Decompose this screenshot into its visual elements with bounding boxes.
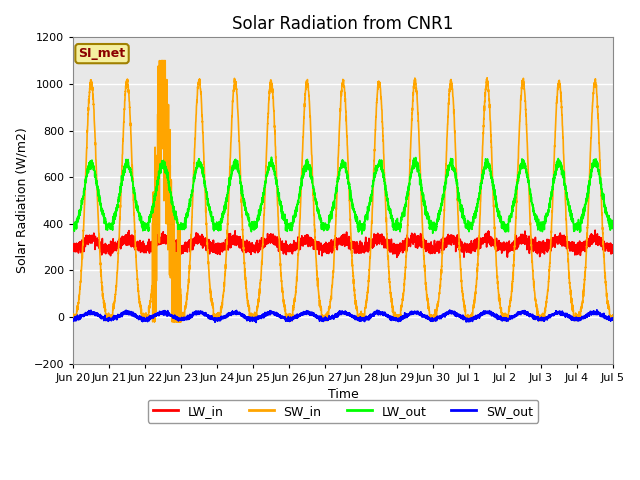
SW_out <box>435 315 442 321</box>
SW_out <box>495 315 502 321</box>
SW_in <box>435 299 442 304</box>
SW_out <box>464 316 472 322</box>
LW_in <box>435 241 442 247</box>
LW_out <box>323 226 331 231</box>
LW_in <box>591 228 599 233</box>
X-axis label: Time: Time <box>328 388 358 401</box>
LW_out <box>166 187 174 193</box>
LW_in <box>464 248 472 253</box>
LW_out <box>435 211 442 216</box>
SW_in <box>609 315 617 321</box>
Y-axis label: Solar Radiation (W/m2): Solar Radiation (W/m2) <box>15 128 28 274</box>
Text: SI_met: SI_met <box>79 47 125 60</box>
SW_out <box>166 311 174 317</box>
SW_in <box>149 319 157 324</box>
Line: LW_out: LW_out <box>73 157 613 234</box>
SW_in <box>464 315 472 321</box>
SW_out <box>252 320 260 325</box>
SW_in <box>323 316 331 322</box>
LW_out <box>69 221 77 227</box>
Title: Solar Radiation from CNR1: Solar Radiation from CNR1 <box>232 15 454 33</box>
SW_out <box>323 316 331 322</box>
Legend: LW_in, SW_in, LW_out, SW_out: LW_in, SW_in, LW_out, SW_out <box>148 400 538 423</box>
SW_in <box>609 312 616 318</box>
Line: LW_in: LW_in <box>73 230 613 257</box>
Line: SW_out: SW_out <box>73 310 613 323</box>
LW_in <box>609 242 616 248</box>
LW_in <box>393 254 401 260</box>
SW_out <box>609 315 616 321</box>
Line: SW_in: SW_in <box>73 60 613 322</box>
SW_out <box>593 307 601 312</box>
SW_in <box>166 246 174 252</box>
LW_in <box>609 249 617 255</box>
LW_out <box>609 217 616 223</box>
LW_out <box>464 222 472 228</box>
LW_out <box>268 155 275 160</box>
LW_in <box>166 242 174 248</box>
LW_in <box>495 240 502 246</box>
SW_out <box>69 317 77 323</box>
SW_in <box>156 58 163 63</box>
SW_in <box>69 313 77 319</box>
LW_out <box>358 231 365 237</box>
LW_out <box>609 223 617 229</box>
SW_out <box>609 315 617 321</box>
SW_in <box>495 297 502 302</box>
LW_in <box>69 241 77 247</box>
LW_out <box>495 209 502 215</box>
LW_in <box>323 251 331 256</box>
